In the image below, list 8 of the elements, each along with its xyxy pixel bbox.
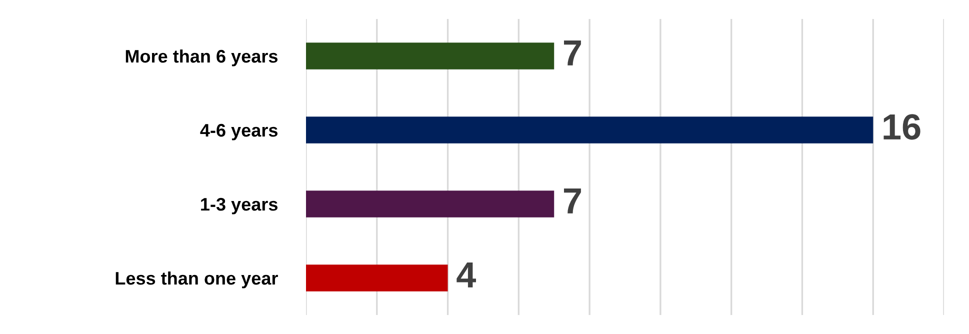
data-label: 7 — [564, 188, 581, 214]
y-tick-label: Less than one year — [116, 271, 278, 288]
y-tick-label: 4-6 years — [200, 124, 278, 140]
data-label: 16 — [884, 114, 920, 140]
data-label: 7 — [564, 40, 581, 66]
data-label: 4 — [456, 262, 476, 288]
y-tick-label: 1-3 years — [201, 198, 278, 214]
y-tick-label: More than 6 years — [126, 49, 278, 66]
